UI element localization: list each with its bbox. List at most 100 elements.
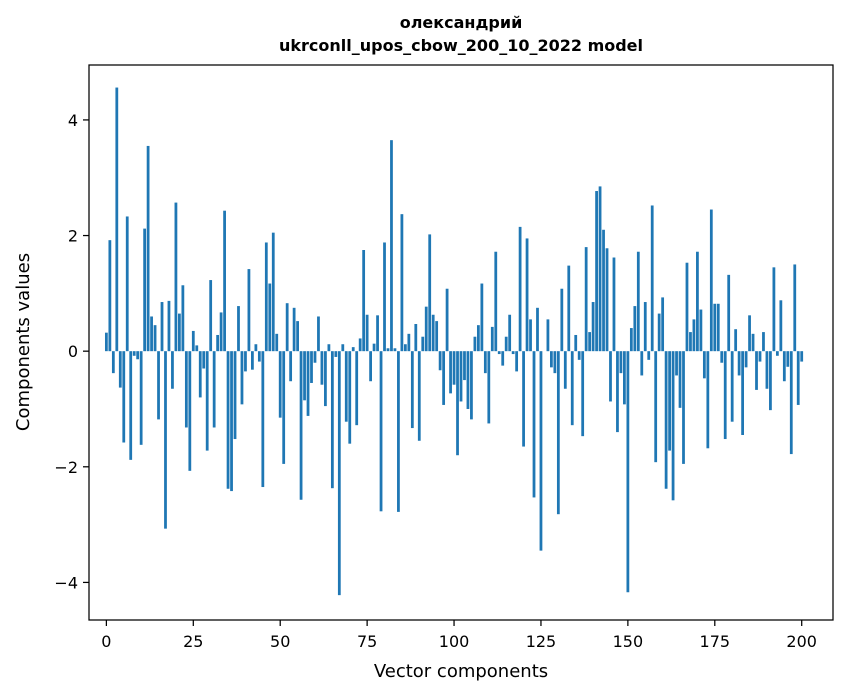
bar <box>157 351 160 420</box>
x-tick-label: 200 <box>786 632 817 651</box>
bar <box>466 351 470 409</box>
bar <box>344 351 348 422</box>
bar <box>327 344 331 352</box>
bar <box>414 324 418 352</box>
x-tick-label: 0 <box>101 632 111 651</box>
bar <box>324 351 327 407</box>
bar <box>525 238 529 352</box>
bar <box>598 186 602 352</box>
bar <box>730 351 734 422</box>
x-tick-label: 75 <box>357 632 377 651</box>
bar <box>153 325 157 352</box>
bar <box>755 351 758 390</box>
bar <box>626 351 630 593</box>
bar <box>522 351 525 447</box>
bar <box>118 351 122 388</box>
bar <box>595 191 598 352</box>
bar <box>403 344 407 352</box>
bar <box>661 297 665 352</box>
bar <box>184 351 188 428</box>
bar <box>584 247 588 352</box>
bar <box>664 351 668 489</box>
bar <box>772 267 776 352</box>
bar <box>264 242 268 352</box>
bar <box>139 351 143 445</box>
bar <box>480 283 484 352</box>
bar <box>271 232 275 352</box>
bar <box>570 351 574 426</box>
bar <box>181 285 185 352</box>
bar <box>588 332 592 352</box>
bar <box>435 321 439 352</box>
bar <box>125 216 129 352</box>
bar <box>577 351 581 360</box>
bar <box>355 351 359 426</box>
bar <box>775 351 779 356</box>
chart-title-line1: олександрий <box>400 13 523 32</box>
bar <box>351 347 355 352</box>
bar <box>212 351 216 428</box>
bar <box>769 351 772 411</box>
bar <box>400 214 404 352</box>
bar <box>734 329 738 352</box>
y-ticks-group: −4 −2 0 2 4 <box>54 111 89 592</box>
bar <box>442 351 446 405</box>
bar <box>629 328 633 352</box>
bar <box>511 351 515 355</box>
bar <box>727 274 731 352</box>
bar <box>560 288 564 352</box>
bar <box>219 312 223 352</box>
bar <box>619 351 623 374</box>
x-tick-label: 175 <box>700 632 731 651</box>
bar <box>706 351 710 449</box>
bar <box>143 228 147 352</box>
bar <box>574 334 578 352</box>
bar <box>233 351 237 440</box>
bar <box>358 338 362 352</box>
bar <box>296 321 299 352</box>
bar <box>393 348 397 352</box>
bar <box>532 351 536 498</box>
bar <box>536 307 539 352</box>
bar <box>254 344 258 352</box>
bar <box>268 283 272 352</box>
bar <box>129 351 133 460</box>
bar <box>397 351 400 512</box>
bar <box>104 332 108 352</box>
bar <box>372 343 376 352</box>
bar <box>668 351 671 451</box>
bar <box>205 351 209 451</box>
bar <box>529 319 532 352</box>
bar <box>473 336 477 352</box>
bar <box>164 351 167 529</box>
bar <box>550 351 553 368</box>
bar <box>456 351 459 456</box>
bar <box>758 351 762 362</box>
bar <box>647 351 651 360</box>
bar <box>317 316 320 352</box>
bar <box>720 351 724 363</box>
bar <box>261 351 265 488</box>
y-tick-label: 2 <box>68 227 78 246</box>
bar <box>178 313 181 352</box>
bar <box>150 316 153 352</box>
bar <box>591 302 595 352</box>
bar <box>247 269 251 352</box>
bar <box>463 351 466 381</box>
bar <box>699 309 703 352</box>
bar <box>539 351 543 551</box>
bar <box>216 334 220 352</box>
bar <box>174 202 178 352</box>
bar <box>348 351 352 444</box>
bar <box>136 351 140 360</box>
bar <box>689 332 692 352</box>
bar <box>682 351 685 464</box>
bar <box>609 351 612 402</box>
bar <box>362 250 366 352</box>
bar <box>692 319 696 352</box>
x-tick-label: 150 <box>613 632 644 651</box>
bar <box>476 325 480 352</box>
bar <box>383 242 386 352</box>
x-tick-label: 50 <box>270 632 290 651</box>
